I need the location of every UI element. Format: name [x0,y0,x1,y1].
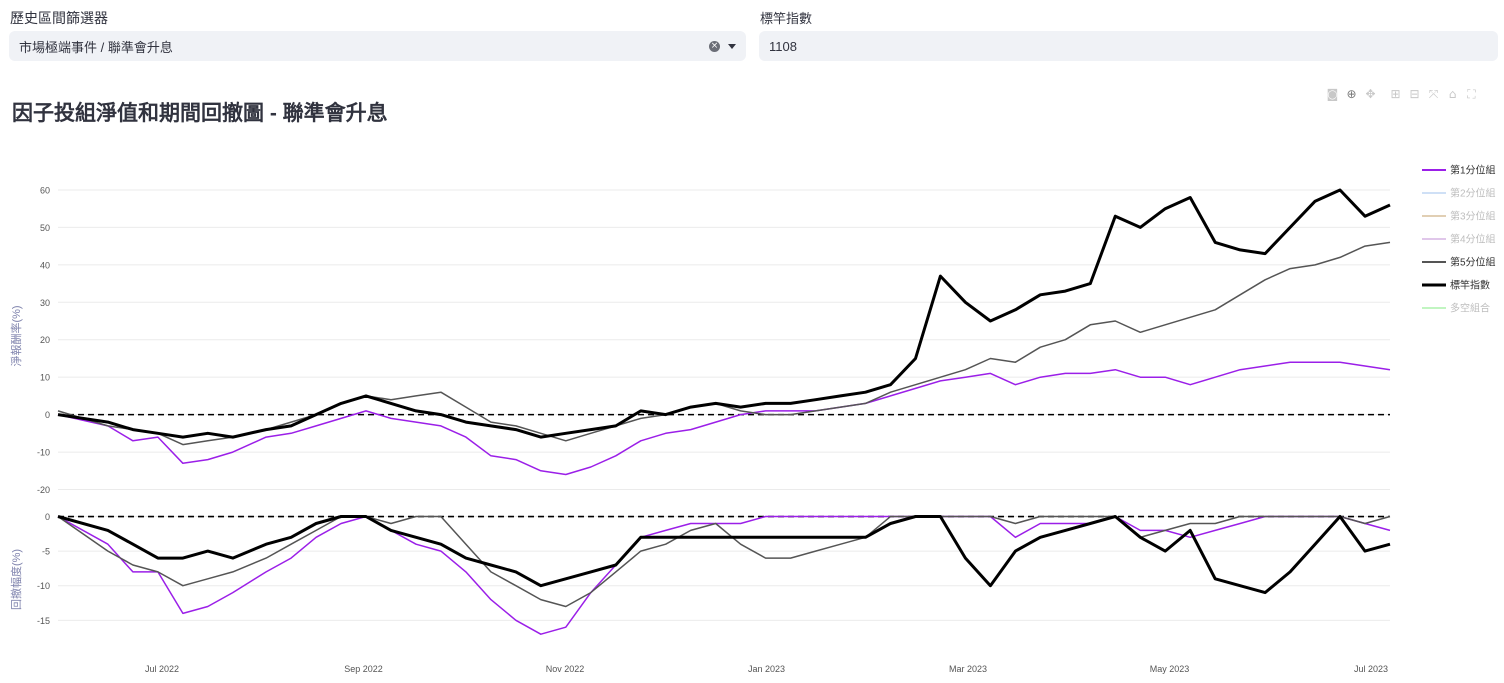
y-tick-label: -20 [37,485,50,495]
y-tick-label: 20 [40,335,50,345]
range-filter-label: 歷史區間篩選器 [10,10,108,26]
x-tick-label: Jul 2023 [1354,664,1388,674]
legend-item[interactable]: 標竿指數 [1422,279,1490,292]
benchmark-input[interactable]: 1108 [759,31,1498,61]
x-tick-label: Nov 2022 [546,664,585,674]
legend-item[interactable]: 第2分位組 [1422,187,1496,200]
camera-icon[interactable]: ◙ [1326,87,1339,101]
y-tick-label: -10 [37,448,50,458]
home-icon[interactable]: ⌂ [1448,87,1457,101]
legend-label: 標竿指數 [1450,279,1490,292]
x-tick-label: Jan 2023 [748,664,785,674]
x-tick-label: May 2023 [1150,664,1190,674]
chevron-down-icon[interactable] [728,43,736,49]
clear-icon[interactable]: × [709,40,720,52]
modebar: ◙ ⊕ ✥ ⊞ ⊟ ⤧ ⌂ ⛶ [1326,88,1478,101]
legend-label: 第1分位組 [1450,164,1496,177]
legend-item[interactable]: 第1分位組 [1422,164,1496,177]
benchmark-label: 標竿指數 [760,11,813,26]
legend-item[interactable]: 第5分位組 [1422,256,1496,269]
y-tick-label: 0 [45,410,50,420]
y-tick-label: 60 [40,185,50,195]
legend-label: 第5分位組 [1450,256,1496,269]
series-line-drawdown [57,515,1391,608]
y-tick-label: -10 [37,581,50,591]
series-line-drawdown [57,515,1391,595]
y-tick-label: 0 [45,512,50,522]
series-line-return [57,361,1391,476]
legend-item[interactable]: 多空組合 [1422,302,1490,315]
y-tick-label: 10 [40,373,50,383]
y-tick-label: -15 [37,616,50,626]
x-tick-label: Sep 2022 [344,664,383,674]
y-tick-label: 50 [40,223,50,233]
y-tick-label: 30 [40,298,50,308]
pan-icon[interactable]: ✥ [1365,87,1376,101]
x-tick-label: Jul 2022 [145,664,179,674]
zoom-out-icon[interactable]: ⊟ [1409,87,1420,101]
legend-label: 第2分位組 [1450,187,1496,200]
zoom-in-icon[interactable]: ⊞ [1390,87,1401,101]
zoom-icon[interactable]: ⊕ [1346,87,1357,101]
y-tick-label: -5 [42,547,50,557]
fullscreen-icon[interactable]: ⛶ [1467,87,1476,101]
y-tick-label: 40 [40,260,50,270]
series-line-return [57,188,1391,439]
benchmark-input-value: 1108 [769,38,797,54]
x-tick-label: Mar 2023 [949,664,987,674]
chart-title: 因子投組淨值和期間回撤圖 - 聯準會升息 [12,102,388,125]
legend-label: 第4分位組 [1450,233,1496,246]
y-axis-label: 淨報酬率(%) [9,305,23,366]
range-select[interactable]: 市場極端事件 / 聯準會升息 × [9,31,746,61]
autoscale-icon[interactable]: ⤧ [1428,87,1439,101]
series-line-drawdown [57,515,1391,635]
legend-label: 第3分位組 [1450,210,1496,223]
y-axis-label: 回撤幅度(%) [9,549,23,610]
legend-label: 多空組合 [1450,302,1490,315]
legend-item[interactable]: 第3分位組 [1422,210,1496,223]
range-select-value: 市場極端事件 / 聯準會升息 [19,39,173,55]
legend-item[interactable]: 第4分位組 [1422,233,1496,246]
